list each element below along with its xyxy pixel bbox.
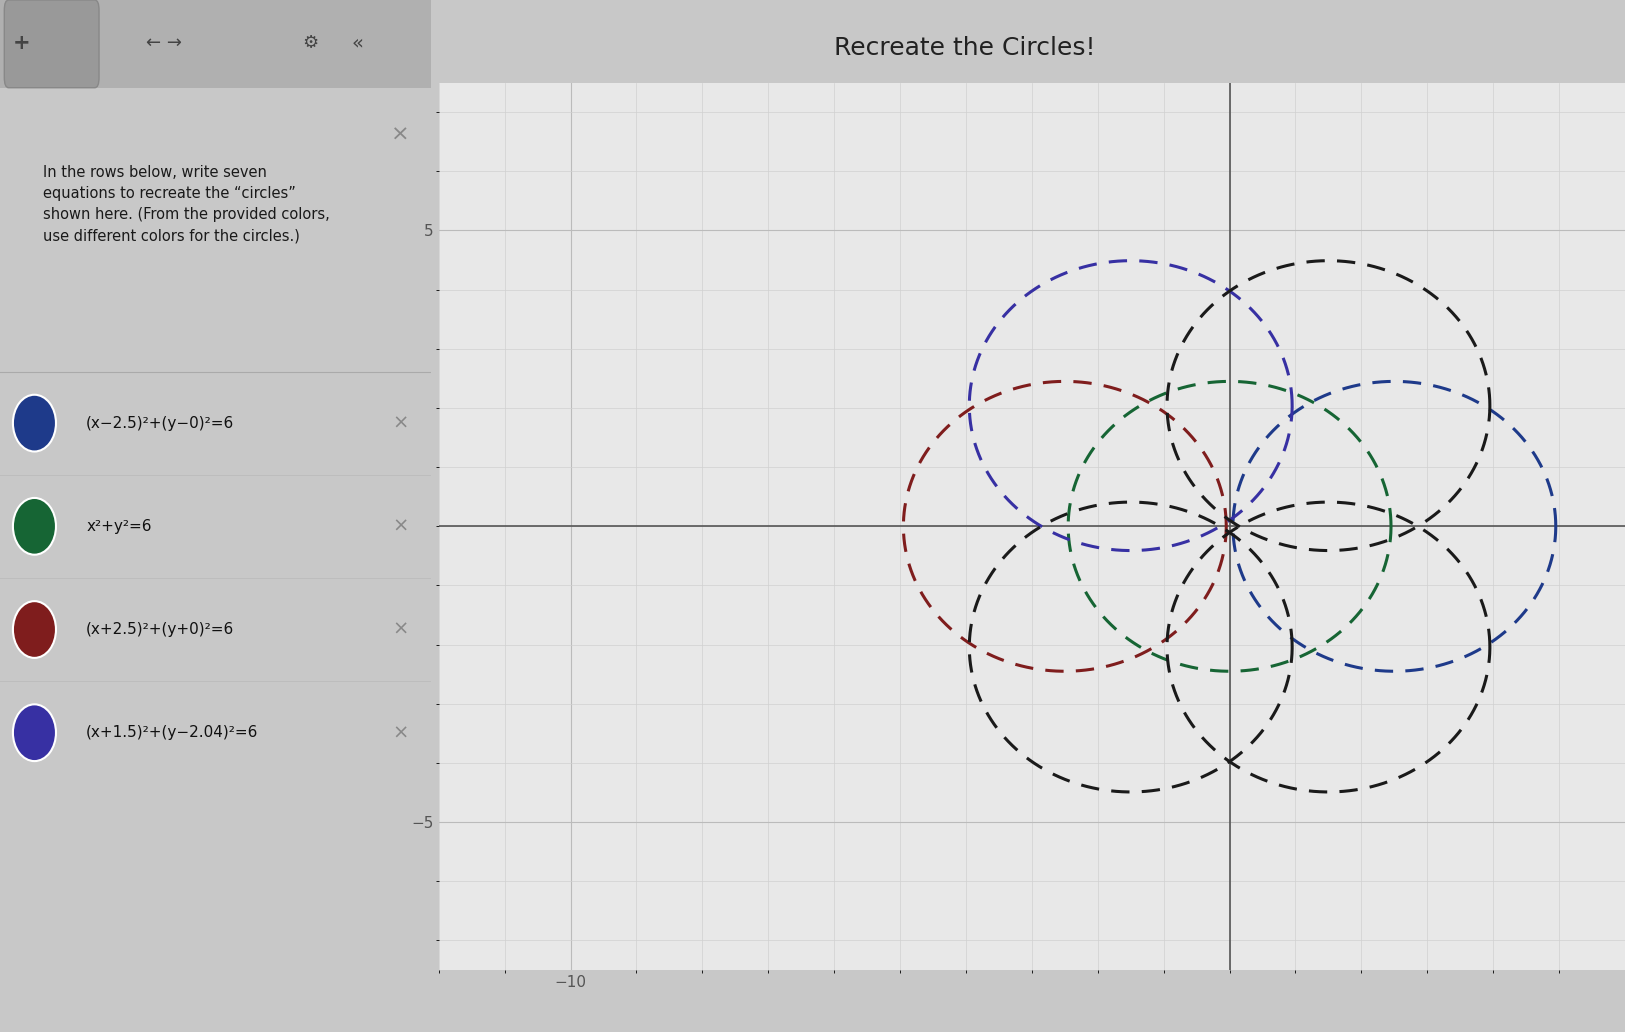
Text: +: + [13,33,31,54]
Text: ← →: ← → [146,34,182,53]
Text: ×: × [392,517,408,536]
FancyBboxPatch shape [0,0,431,88]
Text: ×: × [392,124,410,144]
Text: (x−2.5)²+(y−0)²=6: (x−2.5)²+(y−0)²=6 [86,416,234,430]
Text: (x+1.5)²+(y−2.04)²=6: (x+1.5)²+(y−2.04)²=6 [86,725,258,740]
Ellipse shape [13,395,55,452]
Ellipse shape [13,705,55,762]
Text: Recreate the Circles!: Recreate the Circles! [834,36,1095,60]
FancyBboxPatch shape [5,0,99,88]
Text: In the rows below, write seven
equations to recreate the “circles”
shown here. (: In the rows below, write seven equations… [42,165,330,244]
Text: ∼: ∼ [29,623,39,636]
Ellipse shape [13,497,55,555]
Text: ∼: ∼ [29,727,39,739]
Text: ⚙: ⚙ [302,34,318,53]
Text: ×: × [392,620,408,639]
Text: «: « [351,34,364,53]
Text: (x+2.5)²+(y+0)²=6: (x+2.5)²+(y+0)²=6 [86,622,234,637]
Text: ×: × [392,723,408,742]
Text: x²+y²=6: x²+y²=6 [86,519,151,534]
Text: ∼: ∼ [29,417,39,429]
Text: ×: × [392,414,408,432]
Ellipse shape [13,601,55,658]
Text: ∼: ∼ [29,520,39,533]
